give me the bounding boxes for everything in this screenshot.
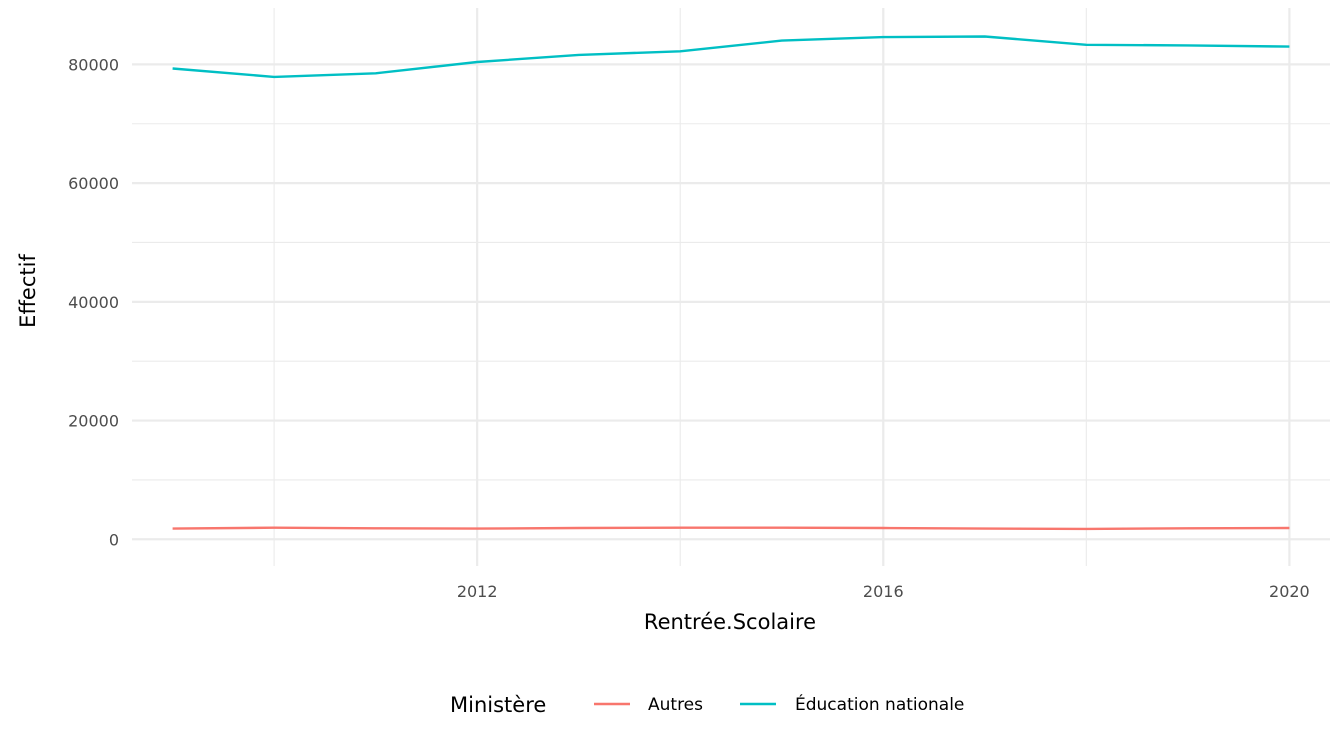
series-line-autres <box>172 526 1290 531</box>
legend-label-autres: Autres <box>648 695 703 715</box>
legend: Ministère Autres Éducation nationale <box>450 693 964 717</box>
legend-label-education-nationale: Éducation nationale <box>795 693 964 715</box>
x-tick-label: 2012 <box>457 582 498 601</box>
x-tick-label: 2016 <box>863 582 904 601</box>
y-axis-title: Effectif <box>16 254 40 328</box>
minor-gridlines <box>132 8 1330 566</box>
series-line-education-nationale <box>172 35 1290 79</box>
legend-title: Ministère <box>450 693 546 717</box>
x-tick-label: 2020 <box>1269 582 1310 601</box>
x-axis-title: Rentrée.Scolaire <box>644 610 816 634</box>
y-tick-label: 60000 <box>68 174 119 193</box>
x-axis-tick-labels: 2012 2016 2020 <box>457 582 1310 601</box>
major-gridlines <box>132 8 1330 566</box>
y-tick-label: 0 <box>109 530 119 549</box>
y-tick-label: 80000 <box>68 55 119 74</box>
series-lines <box>172 35 1290 531</box>
y-axis-tick-labels: 0 20000 40000 60000 80000 <box>68 55 119 549</box>
y-tick-label: 40000 <box>68 293 119 312</box>
y-tick-label: 20000 <box>68 412 119 431</box>
